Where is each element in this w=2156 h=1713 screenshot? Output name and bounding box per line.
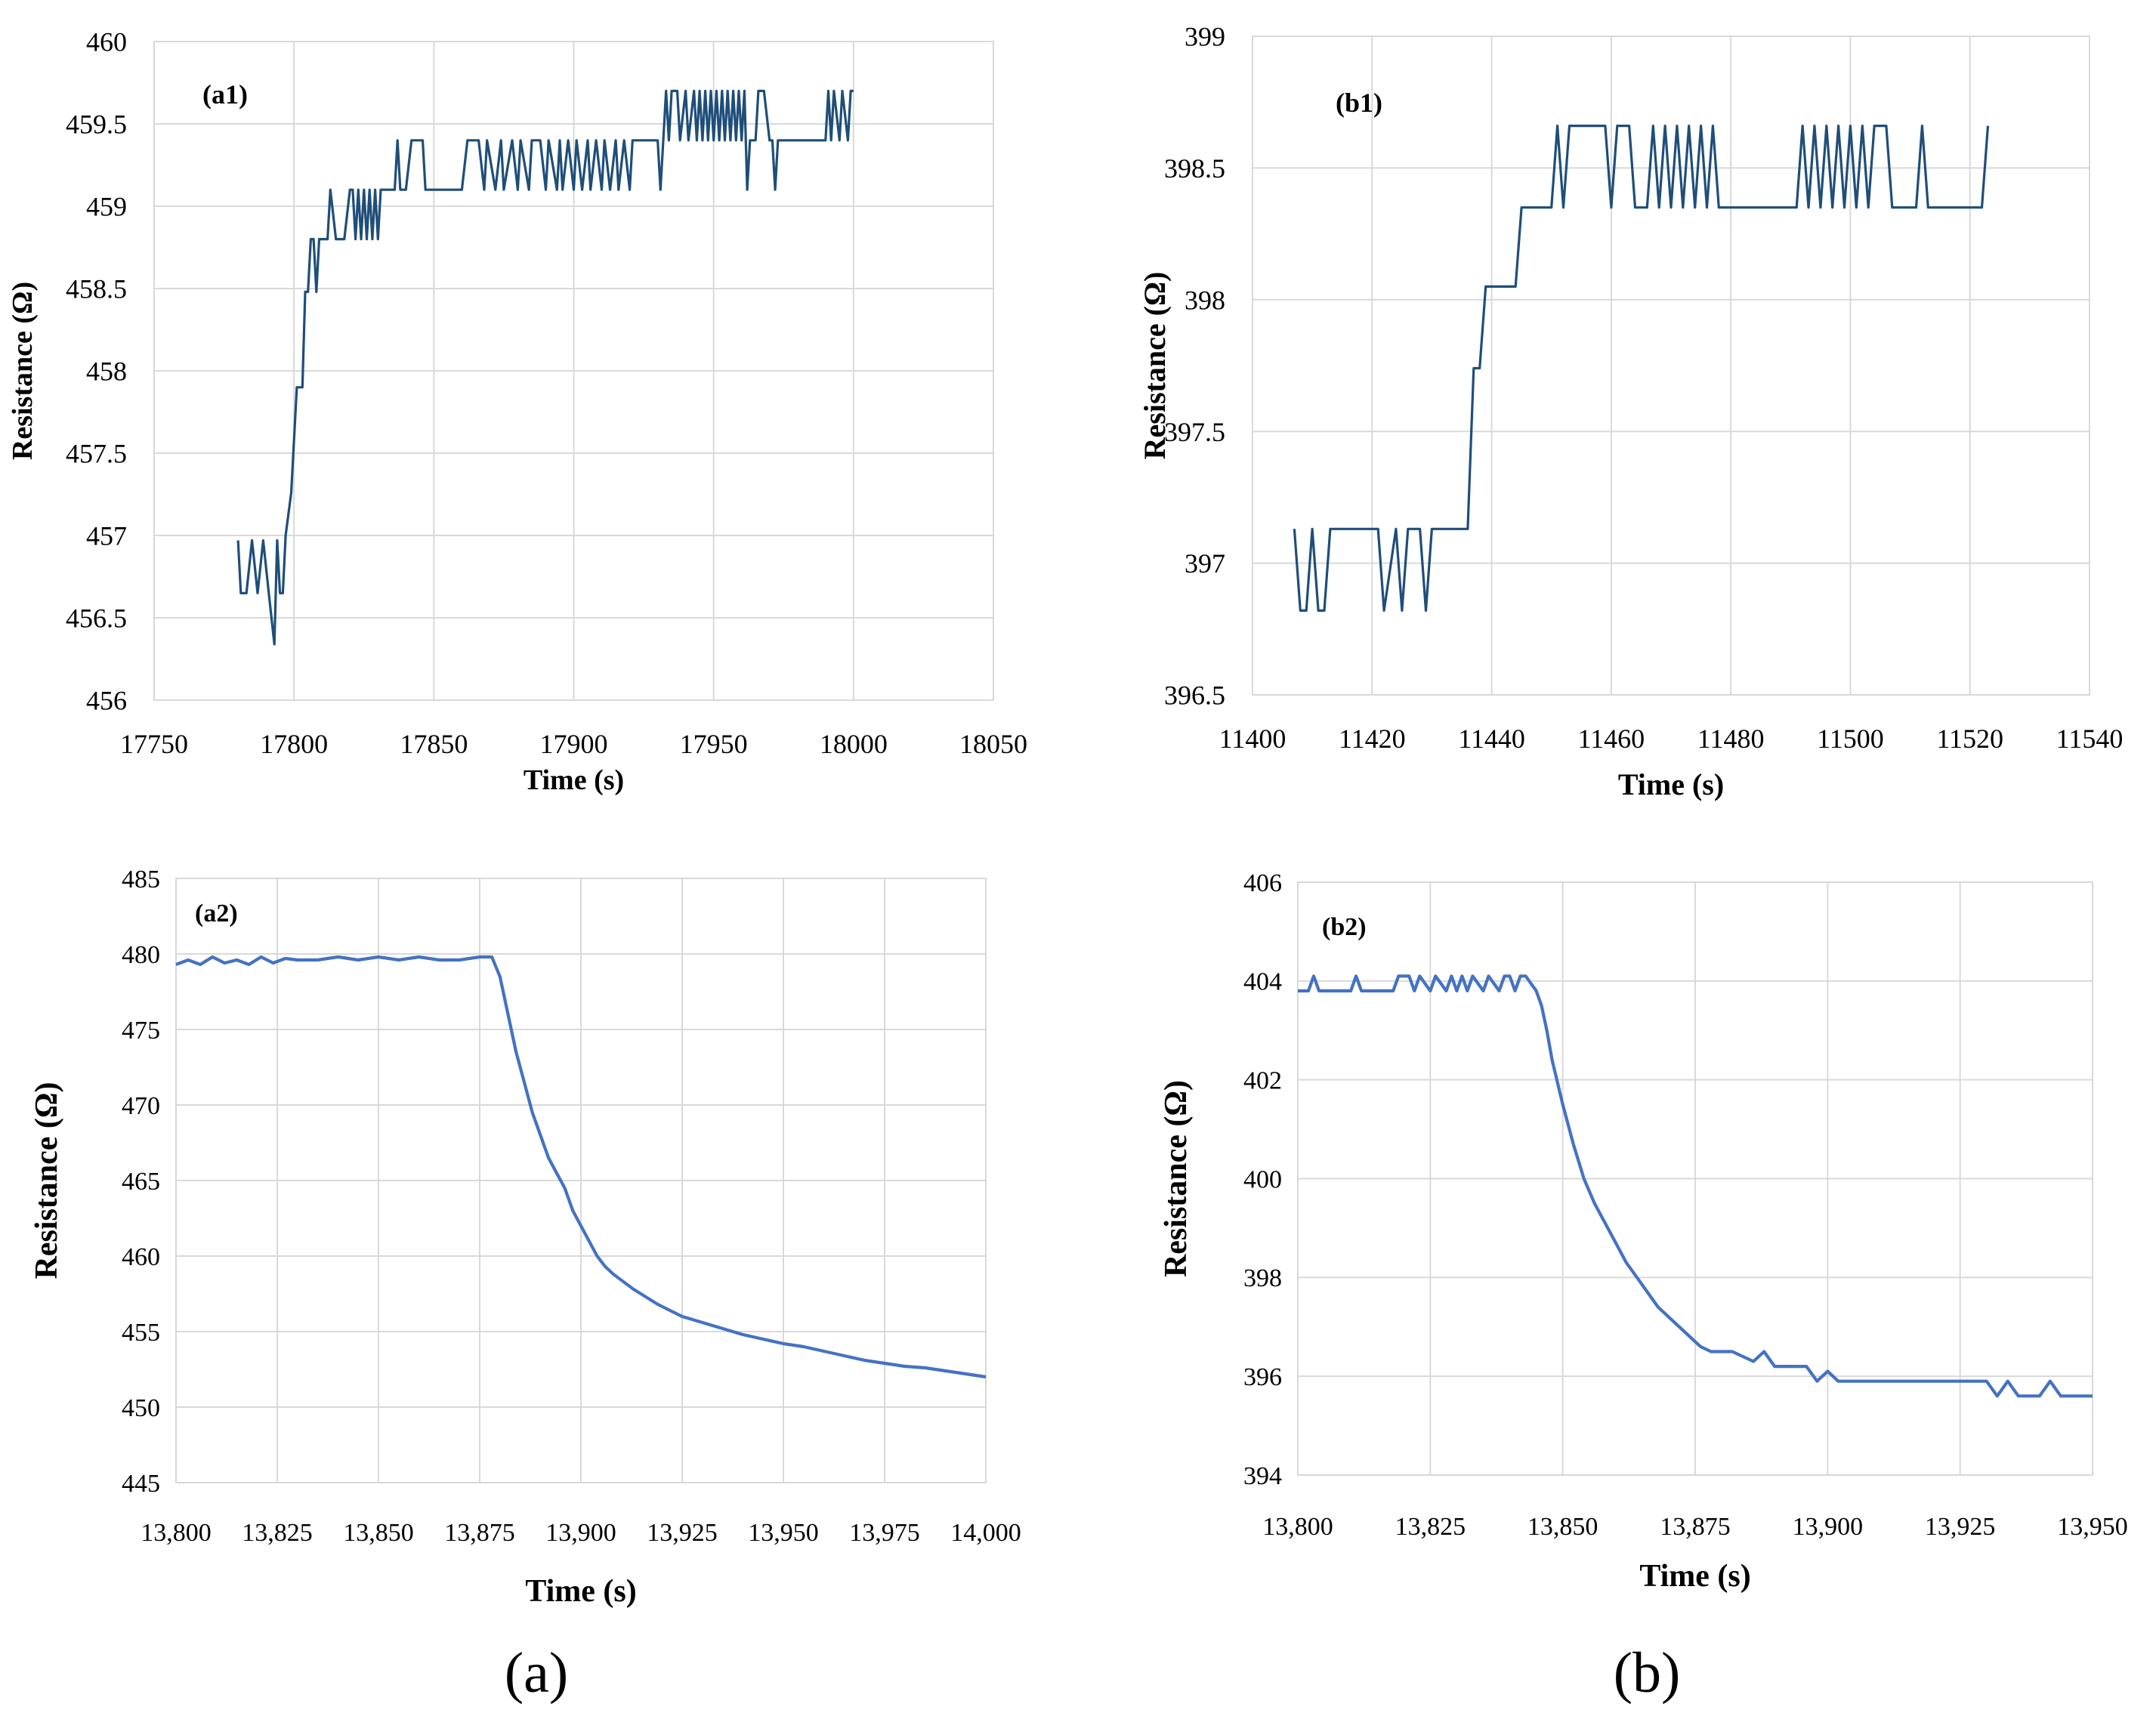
- y-tick-label: 399: [1185, 22, 1225, 52]
- y-tick-label: 475: [122, 1017, 160, 1045]
- series-line-a2: [175, 955, 987, 1379]
- y-tick-label: 396.5: [1164, 681, 1225, 711]
- y-tick-label: 456: [86, 686, 127, 716]
- x-tick-label: 17800: [260, 729, 328, 759]
- y-tick-label: 480: [122, 941, 160, 969]
- x-tick-label: 13,850: [1527, 1513, 1598, 1541]
- x-tick-label: 13,875: [444, 1519, 515, 1547]
- chart-b1: 11400 11420 11440 11460 11480 11500 11520 11540…: [1138, 22, 2123, 801]
- y-tick-label: 397: [1185, 548, 1225, 579]
- x-tick-label: 11500: [1817, 724, 1884, 754]
- x-tick-label: 11400: [1219, 724, 1286, 754]
- y-tick-label: 402: [1243, 1067, 1282, 1095]
- x-tick-label: 13,950: [2057, 1513, 2128, 1541]
- x-tick-label: 17950: [680, 729, 748, 759]
- x-tick-label: 13,800: [1262, 1513, 1333, 1541]
- x-tick-label: 11420: [1339, 724, 1406, 754]
- y-tick-label: 459.5: [66, 110, 127, 140]
- y-axis-title: Resistance (Ω): [7, 282, 39, 460]
- chart-a2: 13,800 13,825 13,850 13,875 13,900 13,925 13,9…: [29, 866, 1021, 1609]
- y-axis-title: Resistance (Ω): [29, 1082, 64, 1279]
- y-tick-label: 459: [86, 192, 127, 222]
- y-tick-label: 404: [1243, 968, 1282, 996]
- x-tick-label: 18050: [959, 729, 1027, 759]
- x-tick-label: 11480: [1697, 724, 1765, 754]
- x-axis-title: Time (s): [1618, 767, 1724, 801]
- y-tick-label: 470: [122, 1092, 160, 1120]
- x-tick-label: 13,850: [343, 1519, 414, 1547]
- x-axis-title: Time (s): [525, 1574, 636, 1609]
- y-tick-label: 460: [86, 27, 127, 57]
- panel-label: (b1): [1336, 88, 1382, 118]
- x-tick-label: 11520: [1936, 724, 2003, 754]
- x-axis-title: Time (s): [524, 764, 624, 796]
- x-tick-label: 13,975: [849, 1519, 920, 1547]
- y-tick-label: 394: [1243, 1462, 1282, 1490]
- panel-label: (a1): [202, 79, 248, 110]
- y-tick-label: 398: [1185, 285, 1225, 315]
- y-tick-label: 455: [122, 1319, 160, 1347]
- x-axis-title: Time (s): [1639, 1559, 1750, 1594]
- panel-label: (a2): [195, 900, 238, 927]
- series-line-a1: [236, 89, 854, 646]
- panel-label: (b2): [1322, 913, 1367, 941]
- x-tick-label: 13,875: [1660, 1513, 1731, 1541]
- x-tick-label: 17900: [540, 729, 608, 759]
- y-tick-label: 457.5: [66, 439, 127, 469]
- x-tick-label: 13,925: [1925, 1513, 1996, 1541]
- caption-b: (b): [1614, 1641, 1681, 1705]
- x-tick-label: 13,950: [748, 1519, 819, 1547]
- plot-area-border: [175, 878, 987, 1483]
- y-tick-label: 396: [1243, 1363, 1282, 1391]
- caption-a: (a): [505, 1641, 568, 1705]
- x-tick-label: 11440: [1458, 724, 1525, 754]
- x-tick-label: 11460: [1578, 724, 1645, 754]
- x-tick-label: 13,900: [1793, 1513, 1864, 1541]
- x-tick-label: 14,000: [950, 1519, 1021, 1547]
- x-tick-label: 17850: [400, 729, 468, 759]
- plot-area-border: [153, 41, 994, 701]
- x-tick-label: 13,800: [141, 1519, 212, 1547]
- y-tick-label: 460: [122, 1243, 160, 1271]
- y-tick-label: 458.5: [66, 274, 127, 304]
- series-line-b1: [1293, 125, 1990, 613]
- y-tick-label: 458: [86, 356, 127, 387]
- x-tick-label: 13,825: [1395, 1513, 1466, 1541]
- y-tick-label: 400: [1243, 1165, 1282, 1193]
- y-tick-label: 457: [86, 521, 127, 551]
- x-tick-label: 13,925: [647, 1519, 718, 1547]
- y-axis-title: Resistance (Ω): [1138, 272, 1172, 460]
- x-tick-label: 13,825: [242, 1519, 313, 1547]
- y-tick-label: 485: [122, 866, 160, 894]
- x-tick-label: 13,900: [545, 1519, 616, 1547]
- x-tick-label: 11540: [2056, 724, 2124, 754]
- y-tick-label: 445: [122, 1470, 160, 1498]
- chart-a1: 17750 17800 17850 17900 17950 18000 18050 456 45…: [7, 27, 1027, 796]
- series-line-b2: [1298, 974, 2093, 1398]
- chart-b2: 13,800 13,825 13,850 13,875 13,900 13,925 13,9…: [1159, 869, 2128, 1594]
- y-tick-label: 465: [122, 1168, 160, 1196]
- plot-area-border: [1297, 881, 2093, 1476]
- x-tick-label: 18000: [820, 729, 888, 759]
- y-tick-label: 406: [1243, 869, 1282, 897]
- plot-area-border: [1252, 35, 2090, 696]
- y-tick-label: 450: [122, 1394, 160, 1422]
- y-axis-title: Resistance (Ω): [1159, 1080, 1194, 1277]
- x-tick-label: 17750: [120, 729, 188, 759]
- y-tick-label: 397.5: [1164, 417, 1225, 447]
- y-tick-label: 398: [1243, 1264, 1282, 1292]
- y-tick-label: 456.5: [66, 603, 127, 634]
- y-tick-label: 398.5: [1164, 153, 1225, 184]
